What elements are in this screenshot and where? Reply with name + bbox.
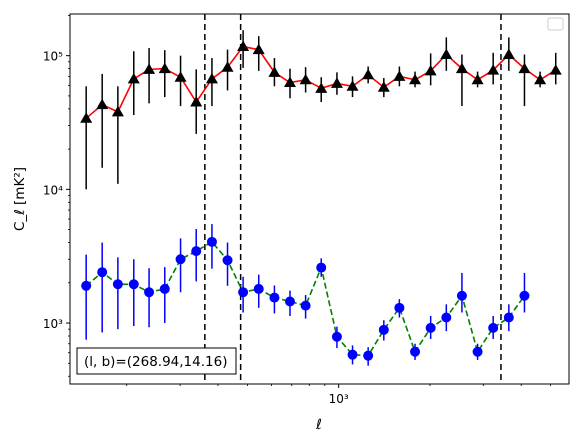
vertical-lines: [204, 14, 502, 384]
marker-s2-22: [410, 346, 421, 357]
marker-s2-2: [97, 267, 108, 278]
legend-box: [547, 17, 564, 31]
marker-s2-12: [253, 283, 264, 294]
axis-ticks: 10³ 10⁴ 10⁵ 10³: [43, 15, 551, 406]
marker-s1-28: [502, 48, 515, 60]
marker-s2-25: [456, 290, 467, 301]
marker-s1-20: [377, 81, 390, 92]
marker-s1-18: [346, 80, 359, 91]
marker-s2-9: [206, 236, 217, 247]
marker-s2-14: [284, 296, 295, 307]
marker-s1-14: [283, 76, 296, 88]
marker-s2-27: [488, 322, 499, 333]
marker-s1-22: [409, 73, 422, 85]
marker-s1-27: [487, 64, 500, 75]
marker-s1-3: [111, 105, 124, 117]
marker-s1-17: [330, 77, 343, 88]
marker-s1-11: [237, 40, 250, 52]
marker-s2-23: [425, 322, 436, 333]
marker-s2-17: [331, 331, 342, 342]
marker-s2-20: [378, 324, 389, 335]
marker-s2-5: [144, 287, 155, 298]
marker-s1-8: [190, 96, 203, 107]
marker-s2-8: [191, 246, 202, 257]
marker-s2-21: [394, 302, 405, 313]
plot-frame-border: [69, 13, 570, 385]
y-tick-label-3: 10⁵: [43, 50, 63, 64]
annotation-box: (l, b)=(268.94,14.16): [76, 347, 237, 375]
marker-s1-9: [205, 72, 218, 84]
x-tick-label-1: 10³: [329, 392, 349, 406]
marker-s2-18: [347, 349, 358, 360]
marker-s2-11: [238, 287, 249, 298]
annotation-text: (l, b)=(268.94,14.16): [84, 354, 227, 370]
marker-s2-24: [441, 312, 452, 323]
marker-s2-19: [363, 350, 374, 361]
marker-s2-15: [300, 300, 311, 311]
marker-s2-6: [159, 283, 170, 294]
y-axis-label: C_ℓ [mK²]: [12, 167, 28, 231]
marker-s1-31: [549, 64, 562, 75]
marker-s1-30: [534, 73, 547, 85]
marker-s2-1: [81, 280, 92, 291]
marker-s1-2: [96, 98, 109, 110]
marker-s1-5: [143, 63, 156, 74]
marker-s2-26: [472, 346, 483, 357]
marker-s2-16: [316, 262, 327, 273]
marker-s2-7: [175, 254, 186, 265]
marker-s1-29: [518, 62, 531, 74]
marker-s1-19: [362, 68, 375, 80]
marker-s1-15: [299, 73, 312, 85]
marker-s1-6: [158, 62, 171, 74]
y-tick-label-2: 10⁴: [43, 183, 63, 197]
marker-s2-28: [503, 312, 514, 323]
y-tick-label-1: 10³: [43, 317, 63, 331]
data-markers: [80, 40, 562, 361]
marker-s2-3: [112, 279, 123, 290]
marker-s1-21: [393, 70, 406, 81]
marker-s1-13: [268, 66, 281, 77]
x-axis-label: ℓ: [315, 417, 322, 433]
marker-s1-24: [440, 48, 453, 60]
marker-s1-26: [471, 73, 484, 85]
marker-s2-4: [128, 279, 139, 290]
marker-s2-29: [519, 290, 530, 301]
marker-s1-10: [221, 61, 234, 72]
marker-s1-4: [127, 72, 140, 84]
marker-s2-13: [269, 292, 280, 303]
marker-s1-12: [252, 43, 265, 55]
marker-s1-25: [455, 62, 468, 74]
marker-s2-10: [222, 255, 233, 266]
series-line-2: [85, 240, 526, 357]
marker-s1-7: [174, 71, 187, 82]
marker-s1-1: [80, 112, 93, 123]
marker-s1-16: [315, 82, 328, 93]
marker-s1-23: [424, 64, 437, 76]
plot-area: [70, 14, 569, 384]
